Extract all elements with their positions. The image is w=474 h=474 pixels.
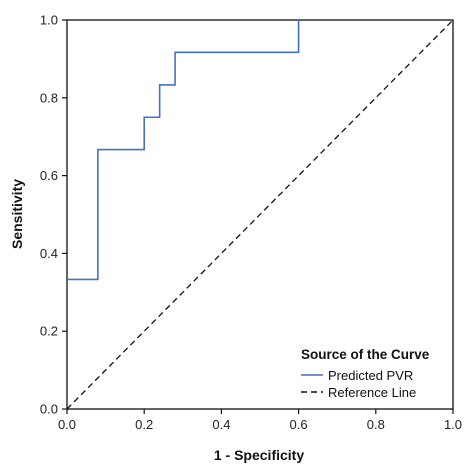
- x-tick-label: 1.0: [444, 417, 462, 432]
- x-tick-label: 0.4: [212, 417, 230, 432]
- series-layer: [66, 19, 454, 410]
- y-tick-label: 0.6: [40, 168, 58, 183]
- series-line-predicted-pvr: [67, 20, 300, 281]
- plot-frame: [66, 19, 454, 410]
- x-tick-label: 0.0: [58, 417, 76, 432]
- y-tick-label: 0.2: [40, 324, 58, 339]
- legend-label-reference-line: Reference Line: [328, 385, 416, 400]
- y-tick-label: 0.0: [40, 402, 58, 417]
- x-tick-label: 0.2: [135, 417, 153, 432]
- x-tick-label: 0.6: [290, 417, 308, 432]
- legend-label-predicted-pvr: Predicted PVR: [328, 368, 413, 383]
- plot-area: [66, 19, 454, 410]
- legend: Source of the Curve Predicted PVR Refere…: [301, 347, 430, 400]
- x-axis-label: 1 - Specificity: [214, 447, 304, 463]
- y-tick-label: 1.0: [40, 13, 58, 28]
- y-tick-label: 0.4: [40, 246, 58, 261]
- axes: 0.0 0.2 0.4 0.6 0.8 1.0 0.0 0.2 0.4 0.6 0.8 1.0: [40, 13, 462, 433]
- series-line-reference-line: [66, 19, 454, 410]
- y-tick-label: 0.8: [40, 90, 58, 105]
- y-axis-label: Sensitivity: [9, 179, 25, 249]
- x-tick-label: 0.8: [367, 417, 385, 432]
- legend-title: Source of the Curve: [301, 347, 430, 362]
